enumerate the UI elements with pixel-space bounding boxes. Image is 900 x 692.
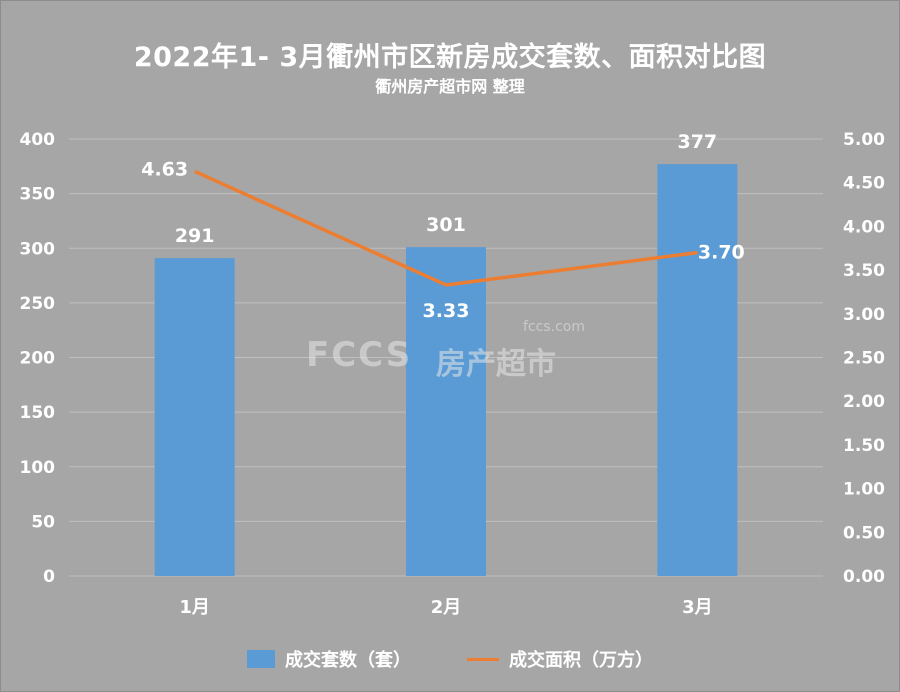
- legend-label-bar: 成交套数（套）: [285, 650, 411, 671]
- bar: [154, 258, 235, 576]
- y-left-tick-label: 300: [20, 239, 56, 259]
- bar-data-label: 291: [175, 225, 215, 247]
- y-left-tick-label: 200: [20, 349, 56, 369]
- bar: [406, 247, 486, 576]
- y-left-tick-label: 350: [20, 185, 56, 205]
- y-left-tick-label: 50: [31, 512, 55, 532]
- y-left-tick-label: 0: [43, 567, 55, 587]
- y-right-tick-label: 2.00: [843, 392, 885, 412]
- bar-data-label: 377: [677, 131, 717, 153]
- y-right-tick-label: 4.00: [843, 217, 885, 237]
- y-right-tick-label: 4.50: [843, 174, 885, 194]
- y-right-tick-label: 5.00: [843, 130, 885, 150]
- bar: [657, 164, 738, 576]
- legend-item-bar[interactable]: 成交套数（套）: [247, 646, 411, 672]
- line-data-label: 4.63: [141, 158, 188, 180]
- x-tick-label: 2月: [431, 597, 462, 618]
- y-right-tick-label: 0.50: [843, 523, 885, 543]
- legend: 成交套数（套） 成交面积（万方）: [1, 647, 899, 671]
- y-right-tick-label: 1.00: [843, 480, 885, 500]
- line-data-label: 3.70: [698, 242, 745, 264]
- y-right-tick-label: 2.50: [843, 349, 885, 369]
- y-left-tick-label: 150: [20, 403, 56, 423]
- y-right-tick-label: 1.50: [843, 436, 885, 456]
- line-data-label: 3.33: [423, 300, 470, 322]
- legend-item-line[interactable]: 成交面积（万方）: [467, 646, 653, 672]
- x-tick-label: 3月: [682, 597, 713, 618]
- y-right-tick-label: 3.50: [843, 261, 885, 281]
- y-left-tick-label: 100: [20, 458, 56, 478]
- y-right-tick-label: 0.00: [843, 567, 885, 587]
- legend-swatch-bar: [247, 650, 275, 668]
- chart-subtitle: 衢州房产超市网 整理: [375, 77, 525, 96]
- chart-title: 2022年1- 3月衢州市区新房成交套数、面积对比图: [133, 42, 767, 73]
- y-right-tick-label: 3.00: [843, 305, 885, 325]
- x-tick-label: 1月: [179, 597, 210, 618]
- legend-swatch-line: [467, 657, 499, 661]
- y-left-tick-label: 250: [20, 294, 56, 314]
- legend-label-line: 成交面积（万方）: [509, 650, 653, 671]
- bar-data-label: 301: [426, 214, 466, 236]
- y-left-tick-label: 400: [20, 130, 56, 150]
